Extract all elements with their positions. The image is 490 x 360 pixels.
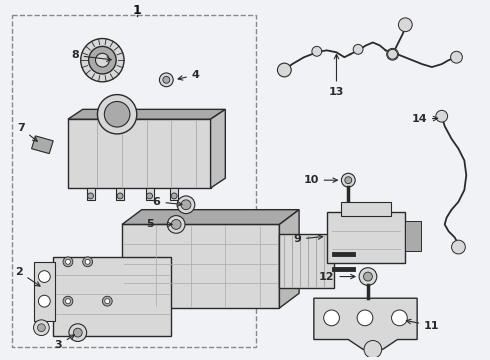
Circle shape: [177, 196, 195, 213]
Circle shape: [85, 259, 90, 264]
Circle shape: [96, 53, 109, 67]
Circle shape: [159, 73, 173, 87]
Circle shape: [69, 324, 87, 342]
Circle shape: [104, 102, 130, 127]
Circle shape: [388, 49, 397, 59]
Text: 4: 4: [178, 70, 200, 80]
Text: 14: 14: [411, 114, 438, 124]
Bar: [33, 262, 55, 321]
Circle shape: [163, 76, 170, 83]
Circle shape: [63, 296, 73, 306]
Circle shape: [451, 51, 463, 63]
Circle shape: [98, 95, 137, 134]
Circle shape: [357, 310, 373, 326]
Circle shape: [345, 177, 352, 184]
Bar: [116, 188, 124, 200]
Bar: [327, 212, 405, 263]
Circle shape: [33, 320, 49, 336]
Circle shape: [171, 193, 177, 199]
Text: 12: 12: [319, 271, 355, 282]
Circle shape: [171, 220, 181, 229]
Polygon shape: [122, 224, 279, 308]
Text: 8: 8: [71, 50, 111, 61]
Text: 2: 2: [15, 267, 40, 286]
Text: 10: 10: [303, 175, 338, 185]
Circle shape: [147, 193, 152, 199]
Circle shape: [167, 216, 185, 233]
Polygon shape: [31, 136, 53, 154]
Circle shape: [342, 173, 355, 187]
Circle shape: [364, 272, 372, 281]
Circle shape: [387, 48, 398, 60]
Circle shape: [277, 63, 291, 77]
Circle shape: [359, 268, 377, 285]
Polygon shape: [68, 119, 211, 188]
Polygon shape: [279, 210, 299, 308]
Circle shape: [38, 271, 50, 283]
Circle shape: [392, 310, 407, 326]
Circle shape: [81, 39, 124, 82]
Text: 5: 5: [146, 220, 172, 229]
Bar: [405, 221, 421, 251]
Circle shape: [364, 341, 382, 358]
Text: 11: 11: [406, 319, 440, 331]
Circle shape: [102, 296, 112, 306]
Polygon shape: [68, 109, 225, 119]
Circle shape: [312, 46, 322, 56]
Circle shape: [436, 110, 448, 122]
Circle shape: [88, 193, 94, 199]
Circle shape: [74, 328, 82, 337]
Circle shape: [66, 259, 71, 264]
Polygon shape: [314, 298, 417, 349]
Circle shape: [83, 257, 93, 267]
Bar: [170, 188, 178, 200]
Circle shape: [37, 324, 45, 332]
Bar: [87, 188, 95, 200]
Polygon shape: [122, 210, 299, 224]
Text: 9: 9: [293, 234, 322, 244]
Circle shape: [105, 299, 110, 303]
Circle shape: [63, 257, 73, 267]
Circle shape: [38, 295, 50, 307]
Bar: [146, 188, 153, 200]
Circle shape: [353, 44, 363, 54]
Text: 6: 6: [152, 197, 182, 207]
Circle shape: [398, 18, 412, 32]
Circle shape: [181, 200, 191, 210]
Circle shape: [452, 240, 466, 254]
Text: 13: 13: [329, 54, 344, 96]
Circle shape: [324, 310, 340, 326]
Polygon shape: [53, 257, 171, 336]
Bar: [12, 15, 256, 347]
Bar: [279, 234, 334, 288]
Text: 3: 3: [54, 335, 74, 350]
Circle shape: [89, 46, 116, 74]
Text: 7: 7: [17, 123, 37, 141]
Circle shape: [66, 299, 71, 303]
Bar: [342, 202, 391, 216]
Polygon shape: [211, 109, 225, 188]
Circle shape: [117, 193, 123, 199]
Text: 1: 1: [132, 4, 141, 18]
